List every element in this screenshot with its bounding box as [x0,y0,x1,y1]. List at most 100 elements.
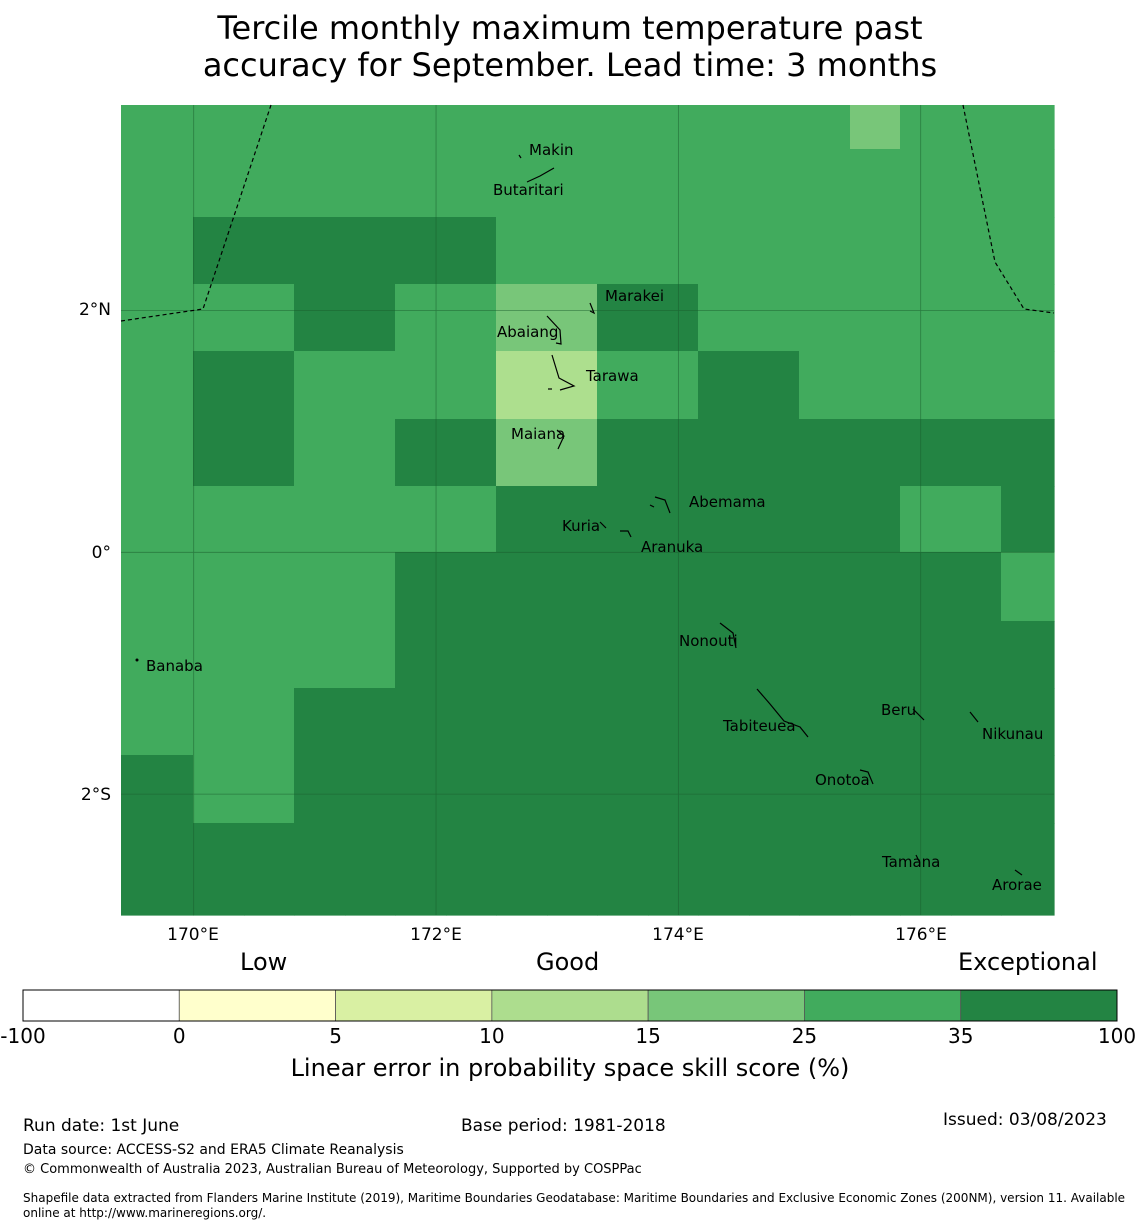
island-outline [526,167,555,183]
skill-cell [395,105,447,150]
skill-cell [446,217,497,285]
skill-cell [121,621,194,689]
island-label: Kuria [562,517,600,535]
colorbar-tick-label: 5 [329,1024,342,1048]
skill-cell [648,217,699,285]
colorbar-tick-label: 35 [947,1024,974,1048]
title-line-2: accuracy for September. Lead time: 3 mon… [202,46,938,84]
colorbar-title: Linear error in probability space skill … [290,1054,850,1082]
island-outline [556,429,565,450]
colorbar-tick-label: -100 [0,1024,46,1048]
skill-cell [749,217,800,285]
skill-cell [294,105,346,150]
island-label: Abaiang [497,323,558,341]
island-outline [969,711,979,723]
skill-cell [496,621,548,689]
skill-cell [244,621,295,689]
skill-cell [698,284,750,352]
skill-cell [597,552,649,622]
skill-cell [121,284,194,352]
skill-cell [446,755,497,824]
skill-cell [446,552,497,622]
skill-cell [749,823,800,916]
island-outline [756,688,809,738]
skill-cell [850,284,901,352]
skill-cell [244,351,295,420]
island-label: Nonouti [679,632,738,650]
longitude-tick-label: 176°E [895,925,947,945]
skill-cell [446,621,497,689]
skill-cell [547,621,598,689]
skill-cell [121,351,194,420]
island-label: Butaritari [493,181,564,199]
skill-cell [900,419,952,487]
skill-cell [244,105,295,150]
skill-cell [749,105,800,150]
skill-cell [345,486,396,553]
graticule [121,105,1054,915]
skill-cell [749,419,800,487]
skill-cell [496,823,548,916]
skill-cell [597,823,649,916]
base-period: Base period: 1981-2018 [461,1116,666,1136]
skill-cell [900,621,952,689]
skill-cell [597,755,649,824]
skill-cell [193,149,245,218]
skill-cell [900,755,952,824]
island-label: Marakei [605,287,664,305]
colorbar-segment [647,989,805,1022]
skill-cell [648,688,699,756]
skill-cell [900,552,952,622]
skill-cell [749,621,800,689]
skill-cell [446,486,497,553]
island-outline [599,521,607,529]
skill-cell [345,755,396,824]
skill-cell [799,621,851,689]
skill-cell [799,351,851,420]
island-label: Onotoa [815,771,870,789]
skill-cell [749,552,800,622]
skill-cell [294,284,346,352]
longitude-tick-label: 172°E [410,925,462,945]
skill-cell [799,105,851,150]
skill-cell [749,486,800,553]
skill-cell [547,755,598,824]
skill-cell [698,217,750,285]
skill-cell [446,105,497,150]
skill-cell [850,688,901,756]
skill-cell [193,105,245,150]
skill-cell [799,284,851,352]
skill-cell [597,149,649,218]
skill-cell [900,105,952,150]
skill-cell [749,688,800,756]
skill-cell [395,217,447,285]
longitude-tick-label: 174°E [652,925,704,945]
skill-cell [547,105,598,150]
skill-cell [193,419,245,487]
skill-cell [395,486,447,553]
skill-cell [951,486,1002,553]
skill-cell [850,419,901,487]
category-low-label: Low [240,948,288,976]
skill-cell [294,621,346,689]
skill-cell [395,621,447,689]
run-date: Run date: 1st June [23,1116,180,1136]
skill-cell [951,823,1002,916]
skill-cell [951,351,1002,420]
island-outline [551,354,576,391]
skill-cell [900,284,952,352]
shapefile-credit-line-2: online at http://www.marineregions.org/. [23,1206,267,1220]
island-outline [859,769,874,785]
skill-cell [900,149,952,218]
skill-cell [395,552,447,622]
colorbar-tick-label: 15 [635,1024,661,1048]
skill-cell [345,105,396,150]
island-outline [912,708,925,721]
skill-cell [121,217,194,285]
skill-cell [345,621,396,689]
skill-cell [799,755,851,824]
skill-cell [1001,419,1055,487]
skill-cell [345,217,396,285]
skill-cell [850,621,901,689]
